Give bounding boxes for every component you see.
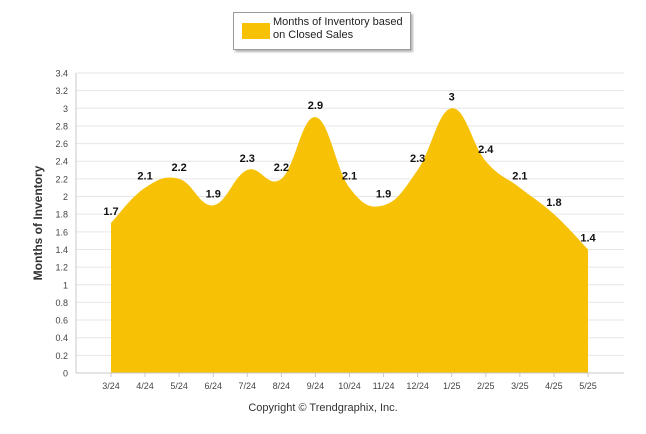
y-tick-label: 0 <box>63 369 68 379</box>
y-tick-label: 1 <box>63 280 68 290</box>
data-label: 3 <box>449 91 455 103</box>
x-tick-label: 6/24 <box>204 381 222 391</box>
y-tick-label: 0.6 <box>55 316 68 326</box>
y-tick-label: 2 <box>63 192 68 202</box>
y-tick-label: 3.2 <box>55 86 68 96</box>
x-tick-label: 10/24 <box>338 381 361 391</box>
legend-swatch <box>242 23 270 39</box>
data-label: 2.2 <box>274 162 289 174</box>
data-label: 1.9 <box>376 188 391 200</box>
y-tick-label: 2.4 <box>55 157 68 167</box>
x-tick-label: 3/25 <box>511 381 529 391</box>
x-tick-label: 9/24 <box>307 381 325 391</box>
data-label: 2.1 <box>137 171 152 183</box>
y-tick-label: 2.8 <box>55 121 68 131</box>
y-tick-label: 0.8 <box>55 298 68 308</box>
x-tick-label: 7/24 <box>239 381 257 391</box>
x-tick-label: 2/25 <box>477 381 495 391</box>
x-tick-label: 12/24 <box>406 381 429 391</box>
data-label: 1.9 <box>206 188 221 200</box>
y-tick-label: 2.2 <box>55 174 68 184</box>
y-tick-label: 3 <box>63 104 68 114</box>
x-tick-label: 5/24 <box>170 381 188 391</box>
x-tick-label: 4/24 <box>136 381 154 391</box>
x-tick-label: 1/25 <box>443 381 461 391</box>
data-label: 2.1 <box>342 171 357 183</box>
y-tick-label: 0.4 <box>55 333 68 343</box>
data-label: 1.7 <box>103 206 118 218</box>
data-label: 2.1 <box>512 171 527 183</box>
data-label: 1.4 <box>580 232 596 244</box>
data-label: 2.2 <box>171 162 186 174</box>
y-axis-title: Months of Inventory <box>31 165 45 280</box>
data-label: 1.8 <box>546 197 561 209</box>
y-tick-label: 0.2 <box>55 351 68 361</box>
copyright-text: Copyright © Trendgraphix, Inc. <box>248 402 398 414</box>
x-tick-label: 8/24 <box>273 381 291 391</box>
legend-label: Months of Inventory based on Closed Sale… <box>273 16 403 41</box>
data-label: 2.4 <box>478 144 494 156</box>
y-tick-label: 1.4 <box>55 245 68 255</box>
data-label: 2.3 <box>240 153 255 165</box>
y-tick-label: 2.6 <box>55 139 68 149</box>
x-tick-label: 5/25 <box>579 381 597 391</box>
x-tick-label: 3/24 <box>102 381 120 391</box>
y-tick-label: 1.6 <box>55 227 68 237</box>
y-tick-label: 1.2 <box>55 263 68 273</box>
y-tick-label: 3.4 <box>55 69 68 79</box>
x-tick-label: 11/24 <box>373 381 395 391</box>
x-tick-label: 4/25 <box>545 381 563 391</box>
data-label: 2.9 <box>308 100 323 112</box>
y-tick-label: 1.8 <box>55 210 68 220</box>
series-area <box>111 108 588 374</box>
data-label: 2.3 <box>410 153 425 165</box>
chart-legend: Months of Inventory based on Closed Sale… <box>233 12 411 50</box>
